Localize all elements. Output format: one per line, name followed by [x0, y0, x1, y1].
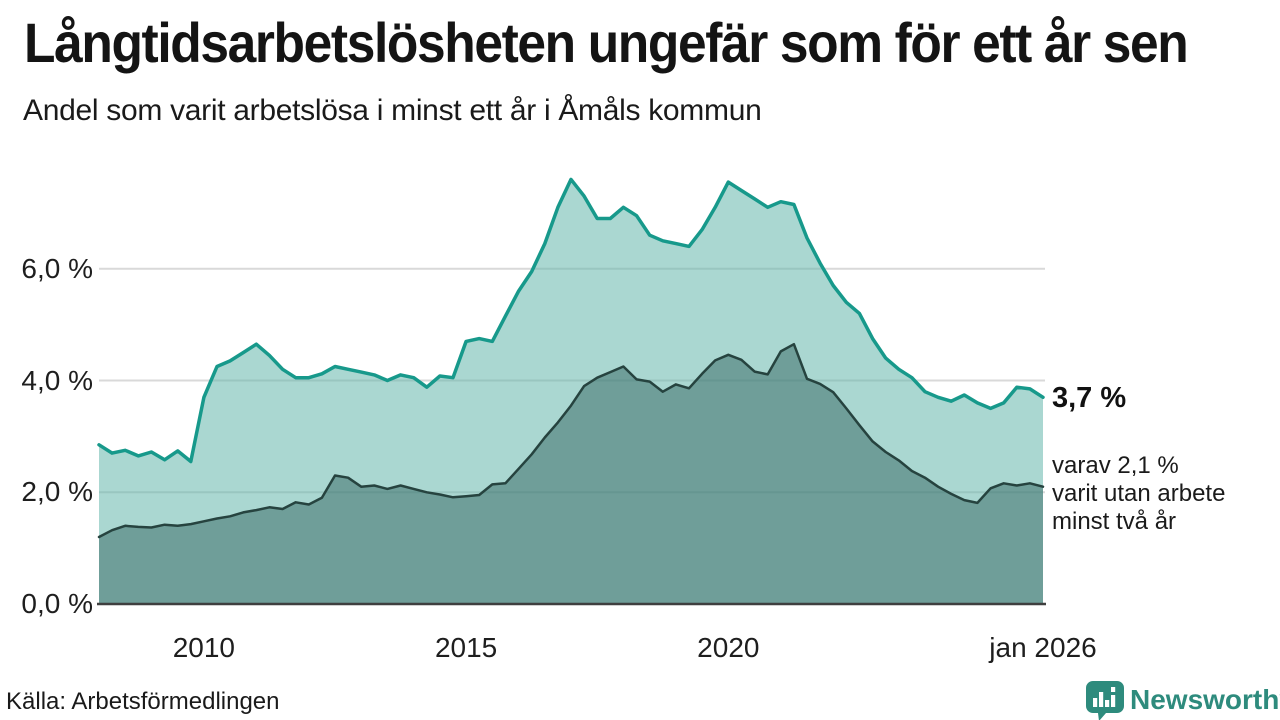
- x-tick-2015: 2015: [434, 632, 498, 663]
- latest-total-value-label: 3,7 %: [1052, 382, 1127, 414]
- area-series-1: [99, 344, 1043, 604]
- two-year-annotation: varav 2,1 % varit utan arbete minst två …: [1052, 452, 1225, 536]
- source-caption: Källa: Arbetsförmedlingen: [6, 688, 280, 715]
- y-tick-2,0 %: 2,0 %: [21, 476, 93, 508]
- annotation-line-2: varit utan arbete: [1052, 480, 1226, 507]
- page-subtitle: Andel som varit arbetslösa i minst ett å…: [23, 94, 762, 127]
- y-tick-4,0 %: 4,0 %: [21, 364, 93, 396]
- x-tick-2020: 2020: [697, 632, 760, 663]
- annotation-line-1: varav 2,1 %: [1052, 452, 1179, 479]
- newsworthy-logo-icon: [1086, 681, 1124, 720]
- y-tick-6,0 %: 6,0 %: [21, 252, 93, 284]
- annotation-line-3: minst två år: [1052, 508, 1177, 535]
- line-series-1: [97, 342, 1045, 539]
- line-series-0: [97, 177, 1045, 464]
- x-tick-2010: 2010: [172, 632, 236, 663]
- newsworthy-logo-text: Newsworthy: [1130, 684, 1280, 715]
- page-title: Långtidsarbetslösheten ungefär som för e…: [24, 11, 1189, 74]
- y-tick-0,0 %: 0,0 %: [21, 588, 93, 619]
- area-series-0: [99, 179, 1043, 604]
- x-tick-jan 2026: jan 2026: [989, 632, 1097, 663]
